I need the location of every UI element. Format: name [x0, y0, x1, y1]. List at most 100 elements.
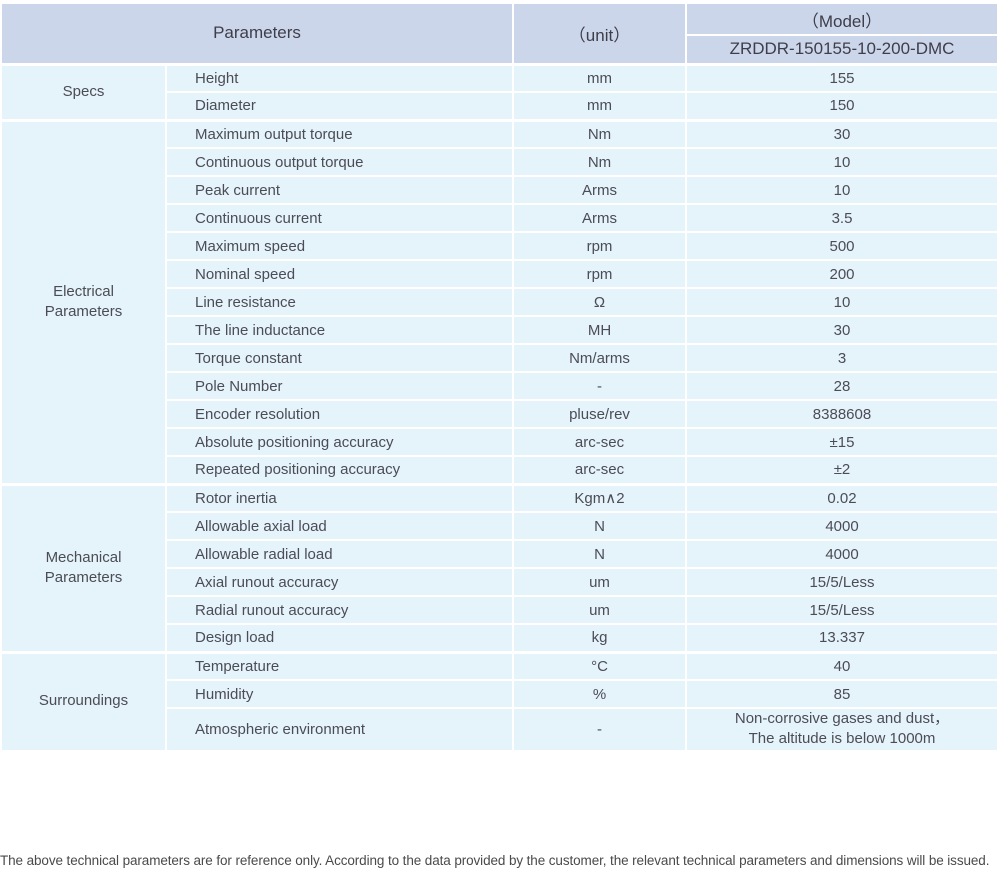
table-row: The line inductance MH 30 [1, 315, 999, 345]
param-value: 15/5/Less [685, 567, 999, 597]
table-row: Radial runout accuracy um 15/5/Less [1, 595, 999, 625]
param-name: The line inductance [165, 315, 514, 345]
param-name: Continuous output torque [165, 147, 514, 177]
table-row: Atmospheric environment - Non-corrosive … [1, 707, 999, 752]
param-name: Encoder resolution [165, 399, 514, 429]
param-value: 3 [685, 343, 999, 373]
param-unit: rpm [512, 231, 687, 261]
table-row: Humidity % 85 [1, 679, 999, 709]
param-value: 28 [685, 371, 999, 401]
param-value: 8388608 [685, 399, 999, 429]
param-name: Torque constant [165, 343, 514, 373]
param-unit: arc-sec [512, 427, 687, 457]
param-name: Rotor inertia [165, 482, 514, 513]
table-row: Maximum speed rpm 500 [1, 231, 999, 261]
param-value: 150 [685, 91, 999, 121]
table-row: Continuous output torque Nm 10 [1, 147, 999, 177]
param-unit: Arms [512, 203, 687, 233]
param-name: Axial runout accuracy [165, 567, 514, 597]
param-value: ±15 [685, 427, 999, 457]
header-model: （Model） [685, 1, 999, 37]
param-unit: mm [512, 91, 687, 121]
table-row: Peak current Arms 10 [1, 175, 999, 205]
param-name: Allowable axial load [165, 511, 514, 541]
param-name: Atmospheric environment [165, 707, 514, 752]
table-row: Design load kg 13.337 [1, 623, 999, 653]
table-row: Diameter mm 150 [1, 91, 999, 121]
param-value: 15/5/Less [685, 595, 999, 625]
table-row: Continuous current Arms 3.5 [1, 203, 999, 233]
param-unit: rpm [512, 259, 687, 289]
param-value: 10 [685, 147, 999, 177]
param-unit: Nm [512, 147, 687, 177]
param-name: Nominal speed [165, 259, 514, 289]
param-unit: um [512, 567, 687, 597]
header-parameters: Parameters [0, 2, 514, 65]
table-row: Allowable radial load N 4000 [1, 539, 999, 569]
param-name: Radial runout accuracy [165, 595, 514, 625]
param-name: Peak current [165, 175, 514, 205]
param-value: 30 [685, 118, 999, 149]
param-unit: Kgm∧2 [512, 482, 687, 513]
param-name: Humidity [165, 679, 514, 709]
param-unit: % [512, 679, 687, 709]
param-value: 500 [685, 231, 999, 261]
section-label-surroundings: Surroundings [0, 650, 167, 752]
table-row: Specs Height mm 155 [0, 62, 999, 121]
table-row: Surroundings Temperature °C 40 [0, 650, 999, 752]
param-name: Line resistance [165, 287, 514, 317]
param-unit: N [512, 511, 687, 541]
param-name: Allowable radial load [165, 539, 514, 569]
table-header: Parameters （unit） （Model） ZRDDR-150155-1… [0, 1, 999, 66]
param-unit: arc-sec [512, 455, 687, 485]
header-unit: （unit） [512, 2, 687, 65]
param-unit: kg [512, 623, 687, 653]
header-model-number: ZRDDR-150155-10-200-DMC [685, 34, 999, 66]
spec-sheet: Parameters （unit） （Model） ZRDDR-150155-1… [0, 1, 999, 752]
param-unit: mm [512, 62, 687, 93]
param-name: Pole Number [165, 371, 514, 401]
param-unit: Arms [512, 175, 687, 205]
table-row: Absolute positioning accuracy arc-sec ±1… [1, 427, 999, 457]
param-value: 10 [685, 287, 999, 317]
param-name: Maximum output torque [165, 118, 514, 149]
table-row: Mechanical Parameters Rotor inertia Kgm∧2… [0, 482, 999, 653]
table-row: Pole Number - 28 [1, 371, 999, 401]
table-row: Electrical Parameters Maximum output torq… [0, 118, 999, 485]
table-row: Encoder resolution pluse/rev 8388608 [1, 399, 999, 429]
param-name: Absolute positioning accuracy [165, 427, 514, 457]
param-value: 200 [685, 259, 999, 289]
param-unit: MH [512, 315, 687, 345]
table-row: Allowable axial load N 4000 [1, 511, 999, 541]
param-value: 0.02 [685, 482, 999, 513]
param-unit: um [512, 595, 687, 625]
param-value: 85 [685, 679, 999, 709]
param-unit: °C [512, 650, 687, 681]
section-label-mechanical: Mechanical Parameters [0, 482, 167, 653]
param-value: 155 [685, 62, 999, 93]
param-value: Non-corrosive gases and dust， The altitu… [685, 707, 999, 752]
param-unit: N [512, 539, 687, 569]
param-value: 10 [685, 175, 999, 205]
table-row: Torque constant Nm/arms 3 [1, 343, 999, 373]
param-unit: - [512, 371, 687, 401]
param-unit: - [512, 707, 687, 752]
table-row: Axial runout accuracy um 15/5/Less [1, 567, 999, 597]
param-value: 3.5 [685, 203, 999, 233]
param-name: Height [165, 62, 514, 93]
param-value: 13.337 [685, 623, 999, 653]
table-row: Nominal speed rpm 200 [1, 259, 999, 289]
parameters-table: Parameters （unit） （Model） ZRDDR-150155-1… [0, 1, 999, 752]
param-name: Design load [165, 623, 514, 653]
section-label-electrical: Electrical Parameters [0, 118, 167, 485]
param-value: 30 [685, 315, 999, 345]
param-unit: Ω [512, 287, 687, 317]
param-name: Maximum speed [165, 231, 514, 261]
param-value: ±2 [685, 455, 999, 485]
param-name: Diameter [165, 91, 514, 121]
param-name: Temperature [165, 650, 514, 681]
param-unit: Nm/arms [512, 343, 687, 373]
param-name: Repeated positioning accuracy [165, 455, 514, 485]
footer-disclaimer: The above technical parameters are for r… [0, 853, 990, 868]
param-unit: Nm [512, 118, 687, 149]
